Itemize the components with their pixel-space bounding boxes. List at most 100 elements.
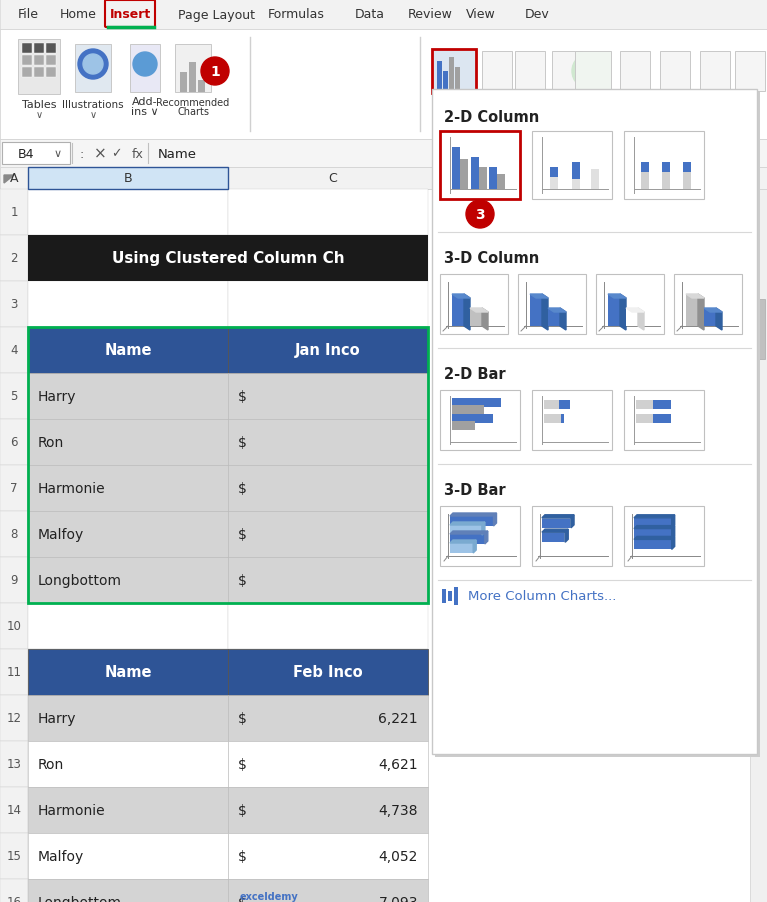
Bar — [544, 400, 570, 410]
Polygon shape — [470, 308, 488, 313]
Polygon shape — [542, 515, 574, 519]
Text: Illustrations: Illustrations — [62, 100, 123, 110]
Bar — [662, 162, 670, 189]
Polygon shape — [464, 295, 470, 331]
Bar — [591, 172, 598, 189]
Text: File: File — [18, 8, 39, 22]
Bar — [228, 879, 428, 902]
Polygon shape — [450, 522, 485, 526]
Bar — [198, 81, 205, 93]
Bar — [28, 879, 228, 902]
Bar — [28, 787, 228, 833]
Bar — [544, 415, 561, 424]
Text: More Column Charts...: More Column Charts... — [468, 590, 617, 603]
Bar — [542, 532, 565, 543]
Bar — [636, 415, 653, 424]
Text: Harry: Harry — [38, 390, 77, 403]
Polygon shape — [672, 526, 675, 539]
Bar — [28, 557, 228, 603]
Bar — [28, 511, 228, 557]
Bar — [532, 506, 612, 566]
Bar — [660, 52, 690, 92]
Bar — [28, 168, 228, 189]
Text: :: : — [80, 147, 84, 161]
Bar — [28, 695, 228, 741]
Text: 3: 3 — [10, 299, 18, 311]
Bar — [674, 275, 742, 335]
Text: 2: 2 — [10, 253, 18, 265]
Text: ×: × — [94, 146, 107, 161]
Text: 8: 8 — [10, 528, 18, 541]
Bar — [0, 373, 28, 419]
Bar — [228, 695, 428, 741]
Polygon shape — [473, 540, 476, 554]
Bar — [550, 178, 558, 189]
Polygon shape — [0, 168, 28, 189]
Bar — [432, 90, 757, 754]
Bar — [228, 465, 428, 511]
Bar — [544, 415, 565, 424]
Text: exceldemy: exceldemy — [240, 891, 299, 901]
Bar — [34, 44, 44, 54]
Bar — [0, 649, 28, 695]
Polygon shape — [482, 308, 488, 331]
Text: $: $ — [238, 803, 247, 817]
Text: 14: 14 — [6, 804, 21, 816]
Bar — [450, 543, 473, 554]
Polygon shape — [672, 537, 675, 550]
Circle shape — [83, 55, 103, 75]
Bar — [28, 879, 228, 902]
Bar — [28, 787, 228, 833]
Bar — [479, 167, 486, 189]
Bar — [624, 506, 704, 566]
Polygon shape — [608, 295, 626, 299]
Bar — [228, 833, 428, 879]
Bar — [0, 603, 28, 649]
Polygon shape — [452, 295, 470, 299]
Polygon shape — [698, 295, 704, 331]
Circle shape — [572, 54, 608, 90]
Text: Data: Data — [355, 8, 385, 22]
Bar — [28, 603, 228, 649]
Bar — [28, 327, 228, 373]
Bar — [0, 189, 28, 235]
Bar — [28, 649, 228, 695]
Bar — [228, 419, 428, 465]
Bar — [228, 168, 438, 189]
Circle shape — [133, 53, 157, 77]
Bar — [542, 519, 571, 529]
Bar — [620, 52, 650, 92]
Bar — [489, 167, 497, 189]
Bar — [22, 44, 32, 54]
Text: 11: 11 — [6, 666, 21, 678]
Text: 2: 2 — [449, 110, 459, 124]
Bar — [228, 787, 428, 833]
Text: 4,738: 4,738 — [378, 803, 418, 817]
Bar — [228, 787, 428, 833]
Bar — [28, 511, 228, 557]
Bar — [189, 63, 196, 93]
Text: ins ∨: ins ∨ — [131, 106, 159, 117]
Text: $: $ — [238, 757, 247, 771]
Bar — [454, 587, 458, 605]
Polygon shape — [542, 529, 568, 532]
Text: $: $ — [238, 482, 247, 495]
Bar — [28, 833, 228, 879]
Bar — [175, 45, 211, 93]
Polygon shape — [560, 308, 566, 331]
Polygon shape — [450, 540, 476, 543]
Polygon shape — [626, 308, 644, 313]
Bar — [452, 406, 484, 415]
Bar — [28, 833, 228, 879]
Text: A: A — [10, 172, 18, 185]
Bar — [180, 73, 187, 93]
Text: 3: 3 — [476, 207, 485, 222]
Text: 6,221: 6,221 — [378, 711, 418, 725]
Bar — [228, 373, 428, 419]
Text: 15: 15 — [7, 850, 21, 862]
Text: $: $ — [238, 574, 247, 587]
Text: $: $ — [238, 711, 247, 725]
Bar — [634, 529, 672, 539]
Bar — [0, 30, 767, 140]
Text: Harmonie: Harmonie — [38, 482, 106, 495]
